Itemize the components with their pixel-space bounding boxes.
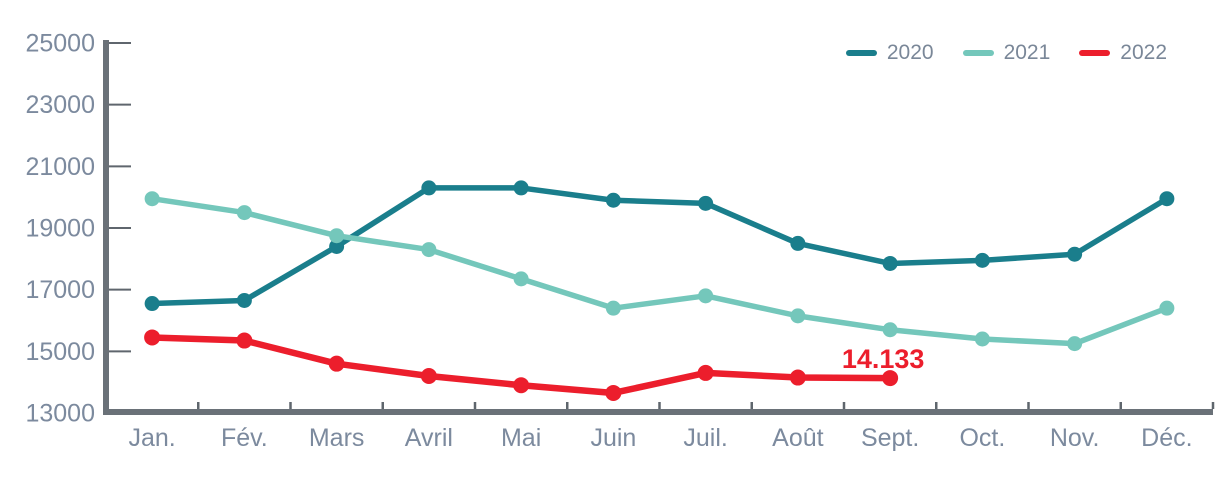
legend-item-2022: 2022: [1079, 42, 1167, 63]
data-point-2021: [144, 191, 160, 207]
x-axis-tick-label: Juin: [590, 424, 636, 452]
legend-swatch-2020: [845, 49, 877, 56]
data-point-2021: [329, 228, 345, 244]
y-axis-tick-label: 13000: [25, 400, 95, 428]
data-point-2022: [420, 368, 437, 384]
data-point-2020: [1067, 246, 1083, 262]
data-label-2022-Sept.: 14.133: [842, 344, 925, 374]
data-point-2021: [1159, 300, 1175, 316]
x-axis-tick-label: Août: [772, 424, 823, 452]
x-axis-line: [103, 409, 1213, 415]
data-point-2022: [236, 332, 253, 349]
x-axis-tick-label: Oct.: [959, 424, 1005, 452]
legend-label: 2022: [1120, 41, 1167, 64]
chart-legend: 2020 2021 2022: [845, 41, 1167, 64]
data-point-2020: [698, 195, 714, 211]
x-axis-tick-label: Mars: [309, 424, 365, 452]
legend-label: 2020: [886, 41, 934, 64]
data-point-2021: [698, 288, 714, 304]
data-point-2020: [421, 180, 437, 196]
data-point-2020: [1159, 191, 1175, 207]
y-axis-tick-label: 25000: [25, 30, 95, 58]
data-point-2020: [144, 296, 160, 312]
x-axis-tick-label: Nov.: [1050, 424, 1100, 452]
x-axis-tick-label: Avril: [405, 424, 453, 452]
data-point-2020: [513, 180, 529, 196]
data-point-2021: [236, 205, 252, 221]
legend-swatch-2021: [962, 49, 994, 56]
data-point-2022: [697, 364, 714, 381]
data-point-2022: [513, 377, 530, 394]
series-line-2021: [151, 195, 1168, 347]
data-point-2022: [328, 355, 345, 372]
data-point-2021: [513, 271, 529, 287]
data-point-2021: [421, 242, 437, 258]
legend-item-2020: 2020: [845, 41, 934, 64]
legend-item-2021: 2021: [962, 41, 1051, 64]
legend-swatch-2022: [1079, 49, 1111, 56]
data-point-2022: [605, 384, 622, 401]
y-axis-tick-label: 21000: [25, 153, 95, 181]
data-point-2020: [329, 239, 345, 254]
data-point-2020: [974, 252, 990, 268]
data-point-2020: [882, 255, 898, 271]
y-axis-tick-label: 15000: [25, 338, 95, 366]
series-line-2020: [152, 185, 1169, 307]
data-point-2021: [605, 300, 621, 316]
y-axis-tick-label: 17000: [25, 276, 95, 304]
data-point-2020: [790, 235, 806, 251]
x-axis-tick-label: Juil.: [683, 424, 727, 452]
x-axis-tick-label: Mai: [501, 424, 541, 452]
data-point-2021: [882, 322, 898, 338]
data-point-2021: [790, 308, 806, 324]
x-axis-tick-label: Sept.: [861, 424, 919, 452]
x-axis-tick-label: Jan.: [128, 424, 175, 452]
data-point-2022: [789, 369, 806, 386]
data-point-2020: [605, 192, 621, 208]
y-axis-tick-label: 19000: [25, 215, 95, 243]
data-point-2022: [882, 370, 899, 387]
y-axis-tick-label: 23000: [25, 91, 95, 119]
x-axis-tick-label: Fév.: [221, 424, 268, 452]
data-point-2021: [1067, 336, 1083, 352]
legend-label: 2021: [1003, 41, 1051, 64]
y-axis-line: [103, 40, 109, 415]
data-point-2021: [974, 331, 990, 347]
data-point-2020: [236, 292, 252, 308]
data-point-2022: [144, 329, 161, 346]
x-axis-tick-label: Déc.: [1141, 424, 1192, 452]
